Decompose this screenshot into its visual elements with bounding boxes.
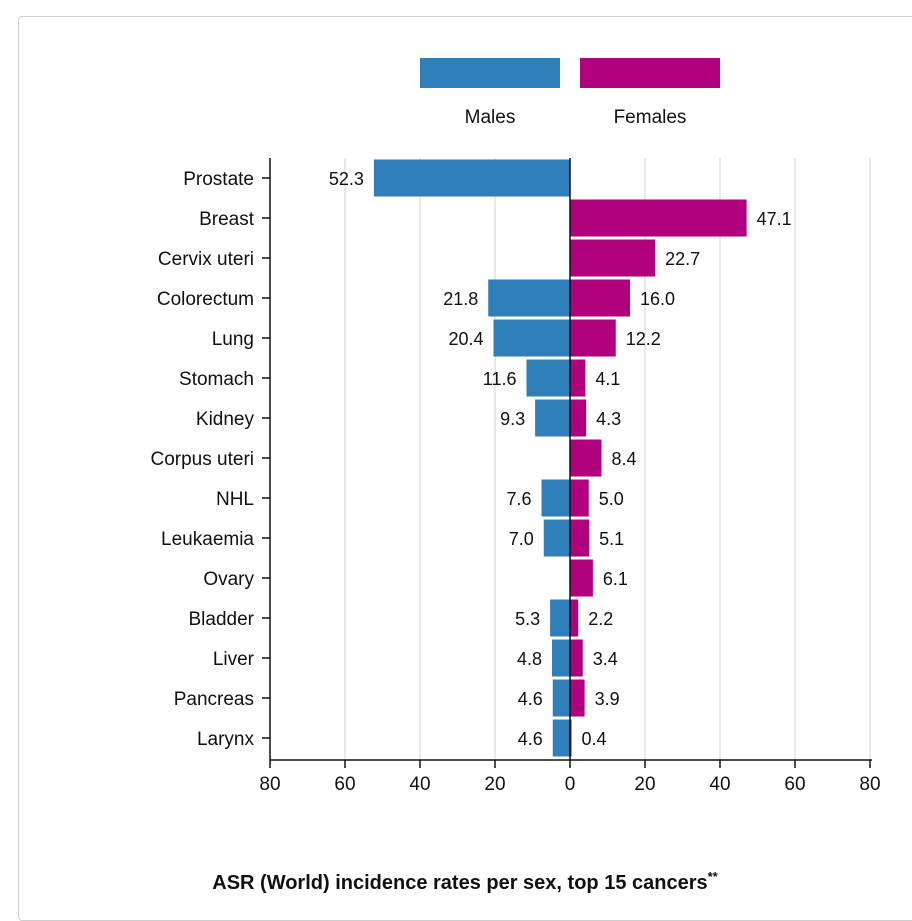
value-label-males: 7.0	[509, 529, 534, 549]
axes: 80 60 40 20 0 20 40 60 80	[259, 158, 881, 795]
value-label-females: 6.1	[603, 569, 628, 589]
bar-males	[552, 679, 570, 717]
value-label-females: 4.3	[596, 409, 621, 429]
bar-females	[570, 519, 590, 557]
bar-males	[373, 159, 570, 197]
x-tick-label: 20	[484, 774, 505, 795]
bar-males	[488, 279, 570, 317]
x-tick-label: 60	[334, 774, 355, 795]
category-label: Liver	[213, 649, 255, 670]
x-tick-label: 80	[259, 774, 280, 795]
bar-females	[570, 199, 747, 237]
value-label-females: 2.2	[588, 609, 613, 629]
bar-females	[570, 239, 656, 277]
category-label: Cervix uteri	[158, 249, 254, 270]
x-tick-label: 20	[634, 774, 655, 795]
category-label: Stomach	[179, 369, 254, 390]
x-tick-label: 80	[859, 774, 880, 795]
category-label: Corpus uteri	[151, 449, 255, 470]
bar-males	[541, 479, 570, 517]
value-label-males: 9.3	[500, 409, 525, 429]
value-label-females: 12.2	[626, 329, 661, 349]
category-label: Prostate	[183, 169, 254, 190]
category-label: Lung	[212, 329, 254, 350]
value-label-females: 8.4	[612, 449, 637, 469]
bar-females	[570, 679, 585, 717]
category-label: Leukaemia	[161, 529, 254, 550]
chart-title-text: ASR (World) incidence rates per sex, top…	[212, 872, 707, 894]
bars	[373, 159, 747, 757]
legend-label-females: Females	[614, 107, 687, 128]
category-label: Colorectum	[157, 289, 254, 310]
legend-label-males: Males	[465, 107, 516, 128]
bar-males	[552, 719, 570, 757]
bar-females	[570, 559, 593, 597]
category-label: NHL	[216, 489, 254, 510]
grid-lines	[344, 158, 871, 760]
bar-females	[570, 319, 616, 357]
value-label-males: 4.8	[517, 649, 542, 669]
category-label: Ovary	[203, 569, 254, 590]
category-label: Larynx	[197, 729, 255, 750]
bar-females	[570, 479, 589, 517]
value-label-females: 16.0	[640, 289, 675, 309]
value-label-females: 0.4	[582, 729, 607, 749]
chart-title: ASR (World) incidence rates per sex, top…	[212, 869, 718, 894]
value-label-females: 3.4	[593, 649, 618, 669]
bar-females	[570, 599, 579, 637]
value-label-males: 7.6	[506, 489, 531, 509]
category-label: Breast	[199, 209, 255, 230]
value-label-females: 4.1	[595, 369, 620, 389]
value-label-males: 4.6	[518, 689, 543, 709]
x-tick-label: 40	[409, 774, 430, 795]
bar-males	[526, 359, 570, 397]
category-label: Bladder	[189, 609, 255, 630]
legend-swatch-males	[420, 58, 560, 88]
x-tick-label: 40	[709, 774, 730, 795]
value-label-females: 5.0	[599, 489, 624, 509]
value-label-females: 3.9	[595, 689, 620, 709]
bar-females	[570, 439, 602, 477]
labels: 52.3 Prostate 47.1 Breast 22.7 Cervix uteri 21…	[151, 169, 792, 750]
x-tick-label: 60	[784, 774, 805, 795]
value-label-males: 21.8	[443, 289, 478, 309]
bar-males	[493, 319, 570, 357]
value-label-females: 22.7	[665, 249, 700, 269]
value-label-males: 5.3	[515, 609, 540, 629]
bar-females	[570, 639, 583, 677]
chart-title-suffix: **	[708, 869, 719, 884]
value-label-females: 47.1	[757, 209, 792, 229]
bar-males	[543, 519, 570, 557]
bar-females	[570, 359, 586, 397]
bar-females	[570, 279, 630, 317]
value-label-males: 11.6	[483, 369, 517, 389]
category-label: Pancreas	[174, 689, 254, 710]
value-label-males: 4.6	[518, 729, 543, 749]
bar-males	[550, 599, 570, 637]
value-label-males: 52.3	[329, 169, 364, 189]
category-label: Kidney	[196, 409, 255, 430]
bar-females	[570, 399, 587, 437]
legend-swatch-females	[580, 58, 720, 88]
value-label-males: 20.4	[448, 329, 483, 349]
x-tick-label: 0	[565, 774, 576, 795]
value-label-females: 5.1	[599, 529, 624, 549]
legend: Males Females	[420, 58, 720, 128]
bar-males	[552, 639, 570, 677]
bar-males	[535, 399, 570, 437]
